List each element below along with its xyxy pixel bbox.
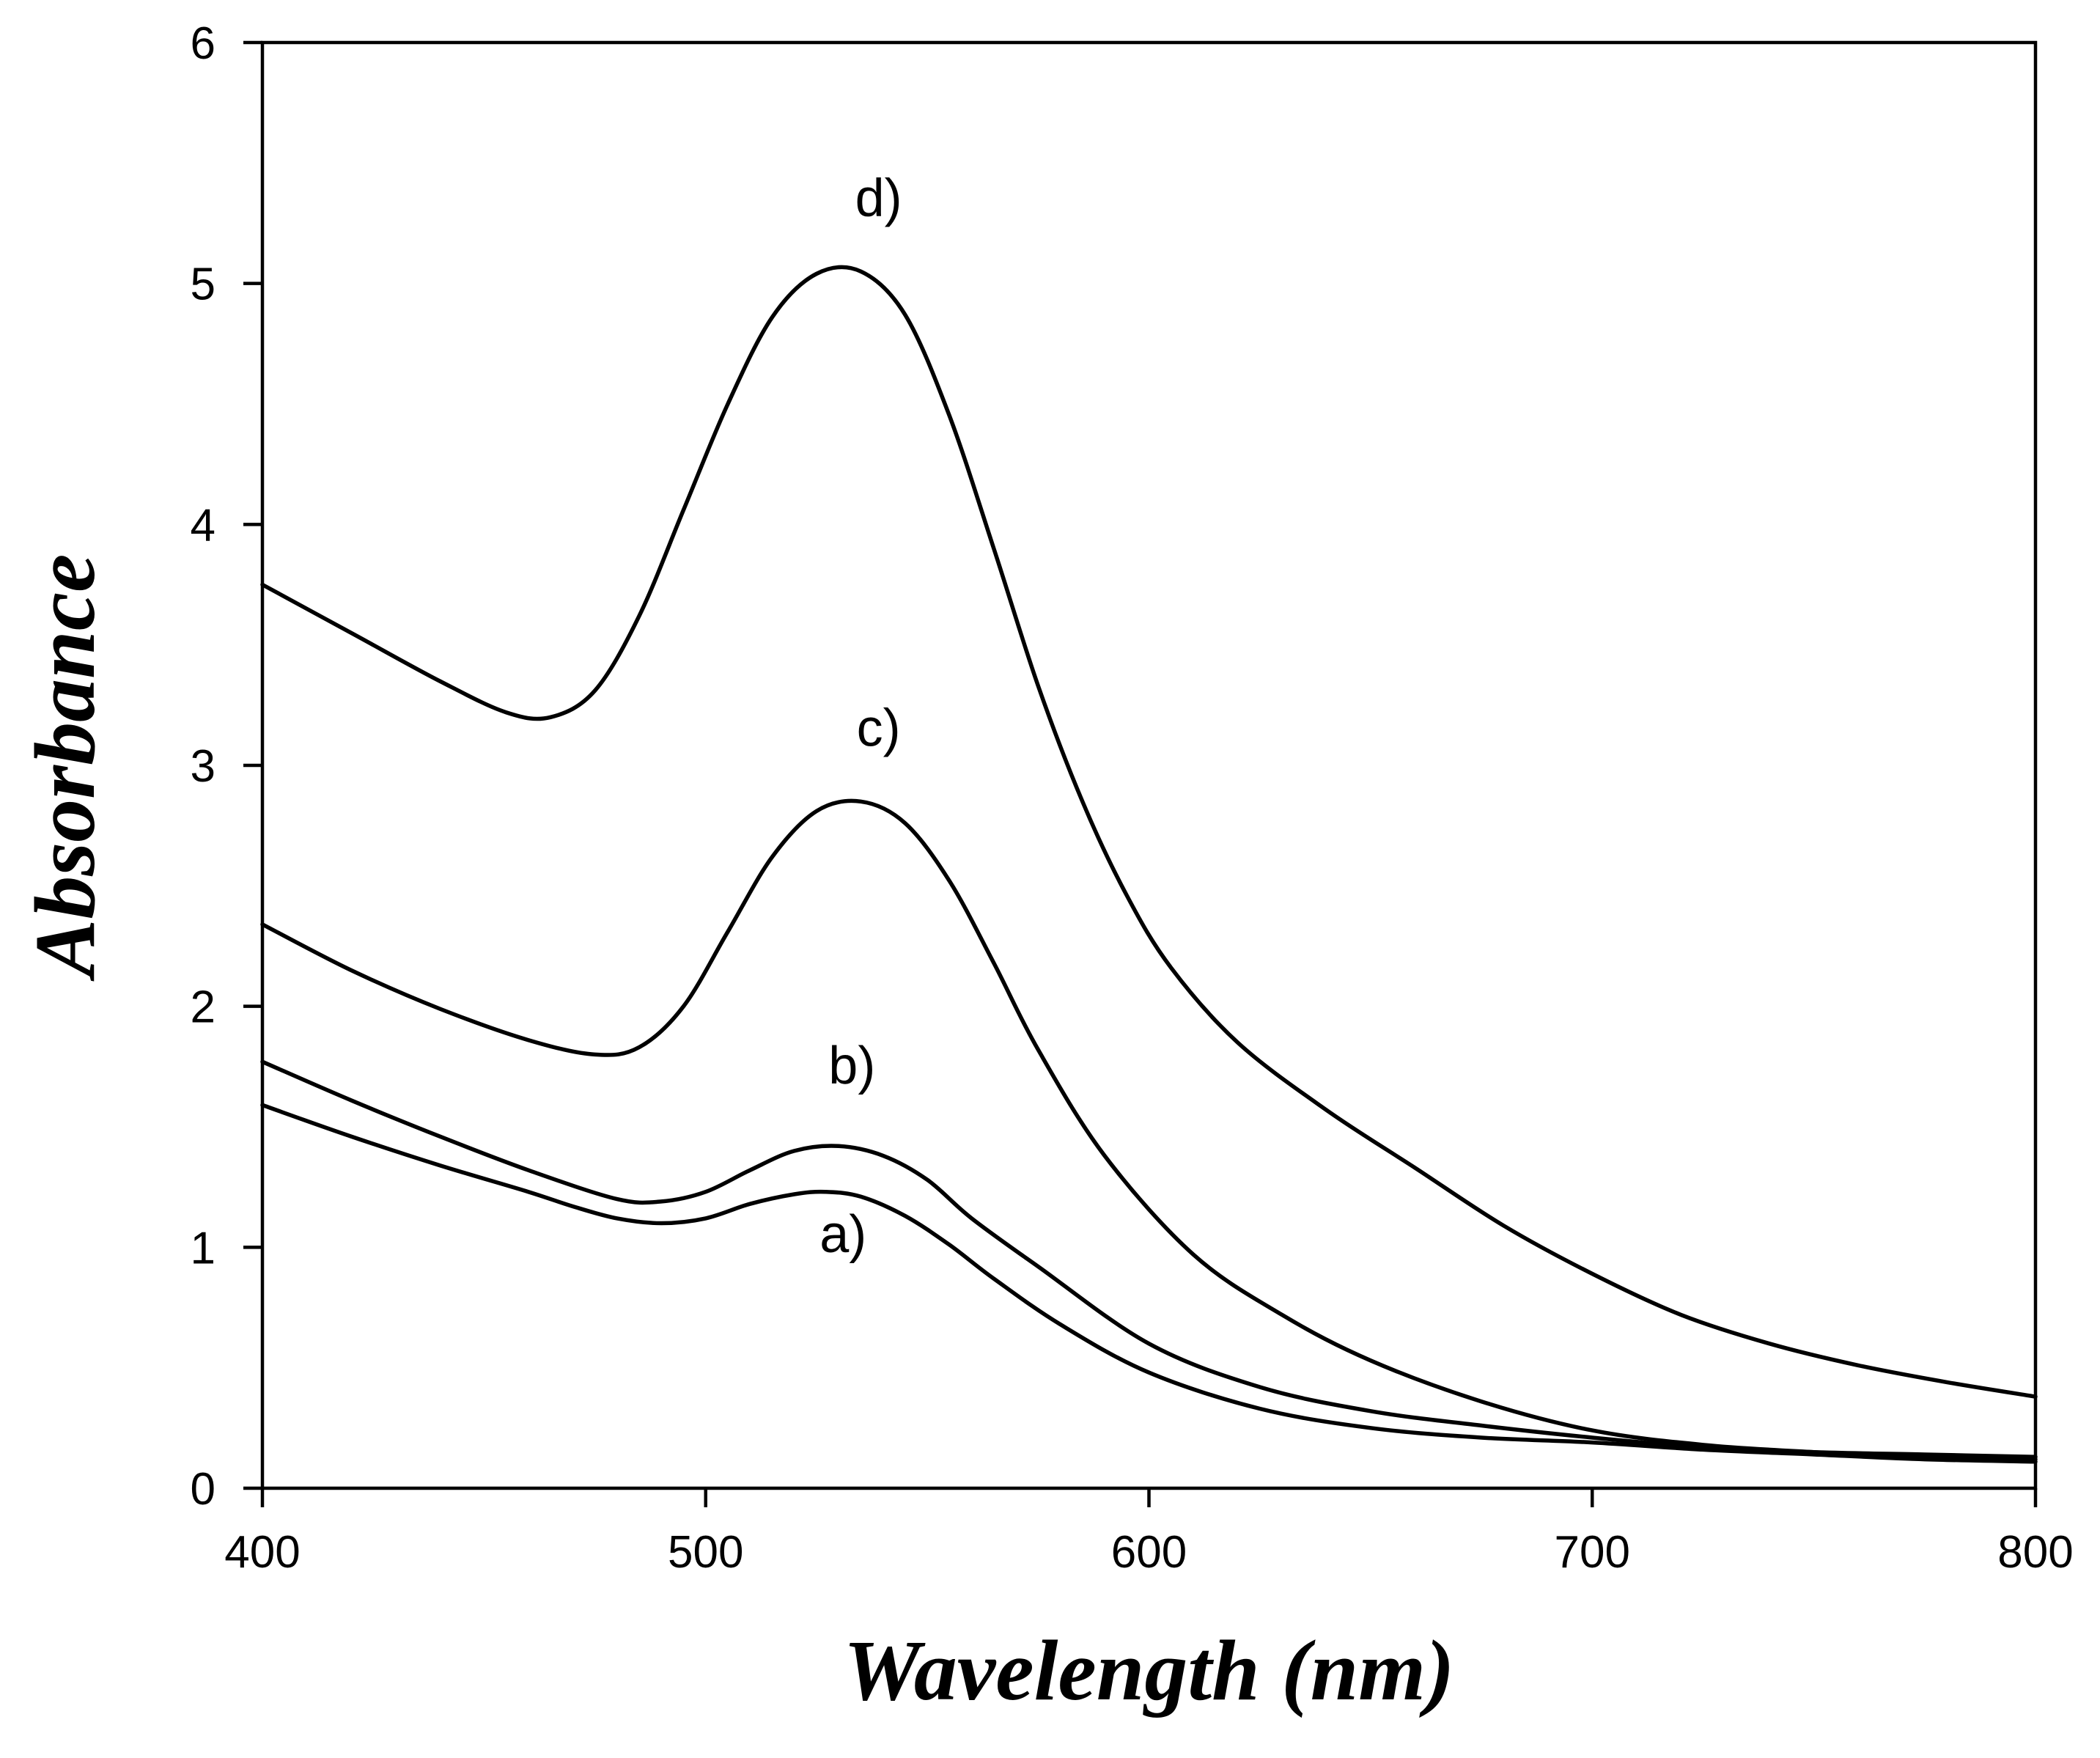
x-axis: 400 500 600 700 800 xyxy=(224,1488,2074,1578)
x-tick-label: 500 xyxy=(668,1527,743,1578)
y-tick-label: 1 xyxy=(191,1223,215,1273)
x-tick-label: 800 xyxy=(1997,1527,2073,1578)
curve-label: d) xyxy=(855,169,902,228)
y-axis-title: Absorbance xyxy=(17,554,113,982)
y-tick-label: 3 xyxy=(191,741,215,792)
series-line-c xyxy=(260,798,2038,1462)
curve-labels: a) b) c) d) xyxy=(819,169,902,1264)
series-line-b xyxy=(260,1059,2038,1460)
curve-label: c) xyxy=(857,699,901,758)
x-axis-title: Wavelength (nm) xyxy=(844,1622,1455,1718)
x-tick-label: 700 xyxy=(1555,1527,1630,1578)
plot-area xyxy=(260,265,2038,1464)
y-tick-label: 2 xyxy=(191,982,215,1033)
curve-label: a) xyxy=(819,1205,866,1264)
x-tick-label: 600 xyxy=(1111,1527,1187,1578)
series-line-d xyxy=(260,265,2038,1399)
x-tick-label: 400 xyxy=(224,1527,300,1578)
curve-label: b) xyxy=(828,1037,875,1095)
y-tick-label: 5 xyxy=(191,260,215,310)
y-tick-label: 0 xyxy=(191,1464,215,1515)
series-line-a xyxy=(260,1103,2038,1464)
y-tick-label: 6 xyxy=(191,18,215,69)
y-tick-label: 4 xyxy=(191,500,215,551)
y-axis: 0 1 2 3 4 5 6 xyxy=(191,18,262,1515)
